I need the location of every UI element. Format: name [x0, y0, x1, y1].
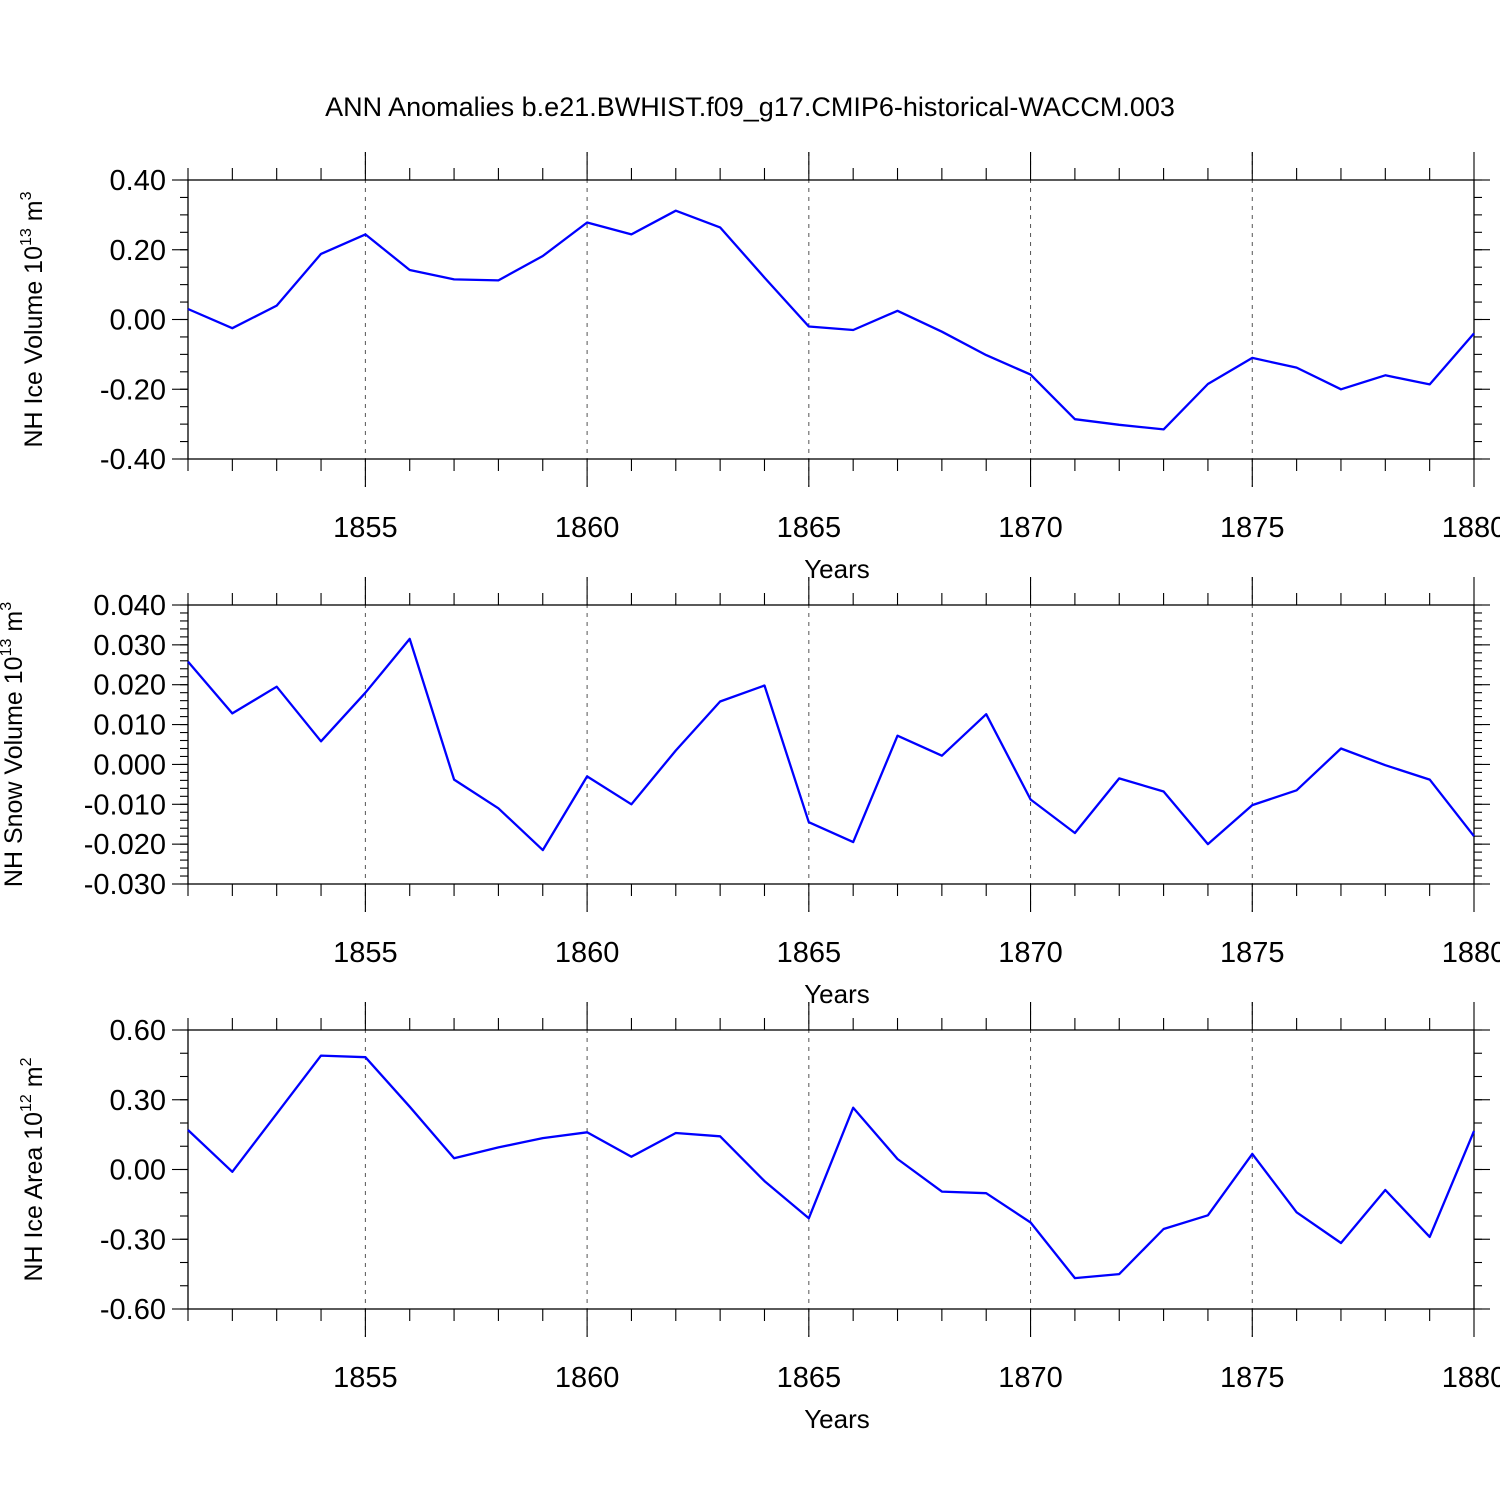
x-tick-label: 1880 — [1442, 1362, 1500, 1394]
y-axis-label-unit: m — [20, 1066, 48, 1087]
x-tick-label: 1875 — [1220, 937, 1285, 969]
x-tick-label: 1865 — [777, 512, 842, 544]
y-axis-label-main: NH Ice Volume 10 — [20, 246, 48, 448]
series-line — [187, 209, 1475, 431]
y-tick-label: 0.00 — [110, 1155, 166, 1187]
y-tick-label: 0.010 — [93, 710, 166, 742]
y-axis-label-exponent: 13 — [0, 639, 15, 657]
y-tick-label: -0.020 — [84, 829, 166, 861]
y-tick-label: 0.30 — [110, 1085, 166, 1117]
y-axis-label-unit: m — [0, 611, 28, 632]
y-tick-label: -0.30 — [100, 1224, 166, 1256]
y-tick-label: -0.010 — [84, 789, 166, 821]
panel-3: 0.60 0.30 0.00 -0.30 -0.60 1855 1860 1865 1870 18… — [18, 1002, 1500, 1434]
x-tick-label: 1855 — [333, 512, 398, 544]
x-tick-label: 1870 — [998, 937, 1063, 969]
x-tick-label: 1875 — [1220, 512, 1285, 544]
plot-frame — [187, 1029, 1475, 1310]
y-axis-label-main: NH Snow Volume 10 — [0, 656, 28, 887]
x-tick-label: 1875 — [1220, 1362, 1285, 1394]
y-axis-label-exponent: 12 — [18, 1094, 35, 1112]
y-tick-label: -0.030 — [84, 869, 166, 901]
y-tick-label: 0.20 — [110, 235, 166, 267]
x-tick-label: 1855 — [333, 937, 398, 969]
y-axis-label-unit-exponent: 2 — [18, 1057, 35, 1066]
y-axis-label-unit-exponent: 3 — [18, 191, 35, 200]
y-tick-label: -0.40 — [100, 444, 166, 476]
y-tick-label: 0.60 — [110, 1015, 166, 1047]
plot-frame — [187, 179, 1475, 460]
x-axis-label: Years — [804, 979, 870, 1009]
y-tick-label: 0.00 — [110, 305, 166, 337]
x-tick-label: 1880 — [1442, 512, 1500, 544]
y-axis-label-exponent: 13 — [18, 228, 35, 246]
x-axis-label: Years — [804, 554, 870, 584]
y-tick-label: 0.040 — [93, 590, 166, 622]
x-tick-label: 1855 — [333, 1362, 398, 1394]
series-line — [187, 1054, 1476, 1280]
chart-title: ANN Anomalies b.e21.BWHIST.f09_g17.CMIP6… — [325, 92, 1175, 122]
y-axis-label-unit: m — [20, 200, 48, 221]
panel-2: 0.040 0.030 0.020 0.010 0.000 -0.010 -0.020 -0.… — [0, 577, 1500, 1009]
x-tick-label: 1860 — [555, 937, 620, 969]
x-tick-label: 1865 — [777, 937, 842, 969]
chart-panels: 0.40 0.20 0.00 -0.20 -0.40 1855 1860 1865 1870 18… — [0, 152, 1500, 1434]
y-tick-label: 0.030 — [93, 630, 166, 662]
x-tick-label: 1860 — [555, 512, 620, 544]
y-axis-label: NH Ice Volume 1013 m3 — [18, 191, 48, 447]
y-tick-label: -0.20 — [100, 374, 166, 406]
y-axis-label-unit-exponent: 3 — [0, 602, 15, 611]
x-tick-label: 1870 — [998, 1362, 1063, 1394]
x-tick-label: 1870 — [998, 512, 1063, 544]
y-tick-label: 0.020 — [93, 670, 166, 702]
y-tick-label: 0.000 — [93, 749, 166, 781]
y-axis-label: NH Ice Area 1012 m2 — [18, 1057, 48, 1281]
x-tick-label: 1880 — [1442, 937, 1500, 969]
y-tick-label: 0.40 — [110, 165, 166, 197]
x-tick-label: 1865 — [777, 1362, 842, 1394]
y-axis-label: NH Snow Volume 1013 m3 — [0, 602, 28, 887]
x-axis-label: Years — [804, 1404, 870, 1434]
plot-frame — [187, 604, 1475, 885]
y-axis-label-main: NH Ice Area 10 — [20, 1112, 48, 1282]
panel-1: 0.40 0.20 0.00 -0.20 -0.40 1855 1860 1865 1870 18… — [18, 152, 1500, 584]
series-line — [187, 637, 1475, 852]
x-tick-label: 1860 — [555, 1362, 620, 1394]
y-tick-label: -0.60 — [100, 1294, 166, 1326]
